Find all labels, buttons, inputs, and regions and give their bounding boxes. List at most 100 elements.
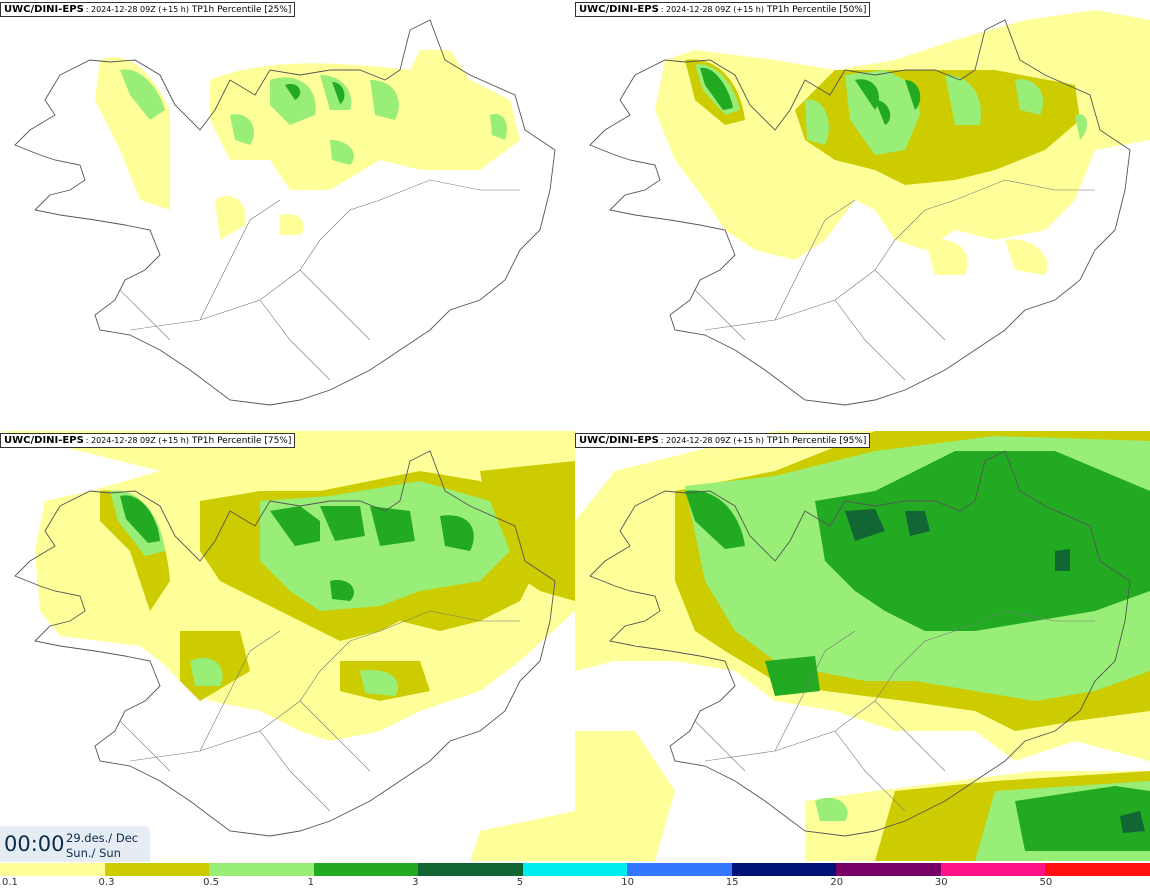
run-info: : 2024-12-28 09Z (+15 h) [660,436,764,445]
panel-title: UWC/DINI-EPS: 2024-12-28 09Z (+15 h) TP1… [0,2,296,17]
legend-swatch [627,863,733,876]
legend-swatch [209,863,315,876]
legend-tick-label: 30 [934,877,948,888]
precip-field-p25 [95,50,520,240]
precip-area [855,79,879,110]
legend-tick-label: 0.1 [2,877,18,888]
color-legend: 0.1 0.3 0.5 1 3 5 10 15 20 30 50 [0,863,1150,891]
precip-field-p95 [575,431,1150,861]
precip-area [765,656,820,696]
run-info: : 2024-12-28 09Z (+15 h) [85,5,189,14]
model-name: UWC/DINI-EPS [4,4,84,15]
panel-title: UWC/DINI-EPS: 2024-12-28 09Z (+15 h) TP1… [575,2,871,17]
precip-area [330,580,354,601]
legend-swatch [104,863,211,876]
model-name: UWC/DINI-EPS [4,435,84,446]
coastline [589,19,1131,406]
map-panel-p95: UWC/DINI-EPS: 2024-12-28 09Z (+15 h) TP1… [575,431,1150,861]
precip-map-p50 [589,10,1150,406]
map-panel-p75: UWC/DINI-EPS: 2024-12-28 09Z (+15 h) TP1… [0,431,575,861]
field-name: TP1h Percentile [50%] [766,5,867,15]
model-name: UWC/DINI-EPS [579,435,659,446]
precip-map-p25 [14,19,556,406]
precip-area [490,114,507,140]
precip-area [330,140,354,165]
legend-swatch [1045,863,1150,876]
legend-swatch [836,863,942,876]
precip-area [370,80,399,120]
field-name: TP1h Percentile [25%] [191,5,292,15]
precip-area [805,99,829,145]
map-panel-p25: UWC/DINI-EPS: 2024-12-28 09Z (+15 h) TP1… [0,0,575,430]
precip-area [685,490,745,549]
precip-area [875,100,891,125]
precip-area [360,670,399,696]
legend-tick-label: 20 [830,877,844,888]
precip-area [230,114,254,145]
precip-area [320,506,365,541]
precip-area [440,515,474,551]
precip-field-p75 [0,431,575,861]
precip-area [815,451,1150,631]
precip-area [370,506,415,546]
road-network [119,610,520,812]
precip-map-p95 [575,431,1150,861]
legend-tick-label: 3 [412,877,419,888]
legend-tick-label: 50 [1039,877,1053,888]
legend-tick-label: 5 [516,877,524,888]
precip-area [280,214,304,235]
precip-area [945,75,981,125]
precip-area [270,506,320,546]
field-name: TP1h Percentile [95%] [766,436,867,446]
precip-area [1015,786,1150,851]
run-info: : 2024-12-28 09Z (+15 h) [660,5,764,14]
coastline [14,19,556,406]
valid-weekday: Sun./ Sun [66,846,121,860]
precip-field-p50 [655,10,1150,275]
legend-swatch [940,863,1047,876]
legend-swatch [418,863,524,876]
precip-area [285,83,301,100]
road-network [694,179,1095,381]
precip-area [260,481,510,611]
legend-tick-label: 0.5 [203,877,219,888]
valid-date: 29.des./ Dec [66,831,139,845]
legend-swatch [522,863,629,876]
run-info: : 2024-12-28 09Z (+15 h) [85,436,189,445]
valid-time-box: 00:00 29.des./ Dec Sun./ Sun [0,826,150,862]
legend-tick-label: 0.3 [98,877,115,888]
panel-title: UWC/DINI-EPS: 2024-12-28 09Z (+15 h) TP1… [575,433,871,448]
map-panel-p50: UWC/DINI-EPS: 2024-12-28 09Z (+15 h) TP1… [575,0,1150,430]
precip-area [270,77,316,125]
panel-title: UWC/DINI-EPS: 2024-12-28 09Z (+15 h) TP1… [0,433,296,448]
precip-area [845,509,885,541]
precip-area [925,239,968,275]
precip-area [1055,549,1070,571]
model-name: UWC/DINI-EPS [579,4,659,15]
precip-area [120,69,165,120]
precip-area [905,511,930,536]
road-network [119,179,520,381]
legend-swatch [313,863,420,876]
precip-area [700,67,733,110]
valid-time: 00:00 [4,832,65,856]
field-name: TP1h Percentile [75%] [191,436,292,446]
precip-map-p75 [0,431,575,861]
coastline [14,450,556,837]
precip-area [120,495,160,543]
precip-area [815,797,848,821]
coastline [589,450,1131,837]
precip-area [575,731,675,861]
legend-swatch [0,863,106,876]
legend-tick-label: 1 [307,877,314,888]
road-network [694,610,1095,812]
precip-area [1005,239,1048,275]
legend-swatch [731,863,838,876]
legend-tick-label: 10 [621,877,634,888]
precip-area [210,50,520,190]
precip-area [1120,811,1145,833]
precip-area [470,811,575,861]
precip-area [215,196,246,240]
precip-area [905,80,921,110]
legend-tick-label: 15 [725,877,739,888]
